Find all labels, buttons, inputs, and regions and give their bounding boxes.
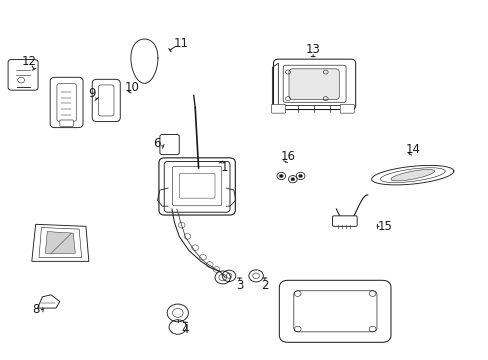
- FancyBboxPatch shape: [8, 59, 38, 90]
- Polygon shape: [390, 170, 434, 181]
- Text: 1: 1: [220, 161, 227, 174]
- FancyBboxPatch shape: [60, 120, 73, 126]
- Polygon shape: [32, 224, 89, 261]
- FancyBboxPatch shape: [98, 85, 114, 116]
- FancyBboxPatch shape: [164, 162, 229, 212]
- Text: 2: 2: [261, 279, 268, 292]
- Text: 14: 14: [405, 143, 419, 156]
- FancyBboxPatch shape: [160, 135, 179, 155]
- Polygon shape: [272, 105, 350, 109]
- Text: 8: 8: [32, 303, 39, 316]
- Text: 16: 16: [280, 150, 295, 163]
- Text: 11: 11: [173, 37, 188, 50]
- Circle shape: [298, 174, 302, 177]
- Text: 4: 4: [182, 323, 189, 336]
- Text: 10: 10: [124, 81, 140, 94]
- FancyBboxPatch shape: [50, 77, 83, 128]
- Polygon shape: [39, 228, 81, 257]
- Text: 12: 12: [22, 55, 37, 68]
- Text: 13: 13: [305, 42, 320, 55]
- Text: 7: 7: [60, 239, 67, 252]
- Polygon shape: [45, 231, 75, 253]
- Text: 9: 9: [88, 87, 96, 100]
- FancyBboxPatch shape: [288, 69, 339, 99]
- Text: 6: 6: [152, 137, 160, 150]
- Text: 5: 5: [326, 305, 334, 318]
- Polygon shape: [272, 63, 278, 109]
- Text: 15: 15: [376, 220, 391, 233]
- Circle shape: [279, 174, 283, 177]
- FancyBboxPatch shape: [172, 166, 222, 206]
- FancyBboxPatch shape: [57, 84, 76, 121]
- FancyBboxPatch shape: [273, 59, 355, 109]
- FancyBboxPatch shape: [279, 280, 390, 342]
- Polygon shape: [371, 166, 453, 185]
- FancyBboxPatch shape: [340, 104, 353, 113]
- FancyBboxPatch shape: [271, 104, 285, 113]
- Polygon shape: [131, 39, 158, 83]
- Circle shape: [290, 177, 294, 181]
- Polygon shape: [38, 295, 60, 308]
- FancyBboxPatch shape: [283, 65, 346, 102]
- Text: 3: 3: [236, 279, 243, 292]
- FancyBboxPatch shape: [293, 291, 376, 332]
- FancyBboxPatch shape: [179, 174, 215, 198]
- FancyBboxPatch shape: [332, 216, 356, 226]
- FancyBboxPatch shape: [92, 79, 120, 122]
